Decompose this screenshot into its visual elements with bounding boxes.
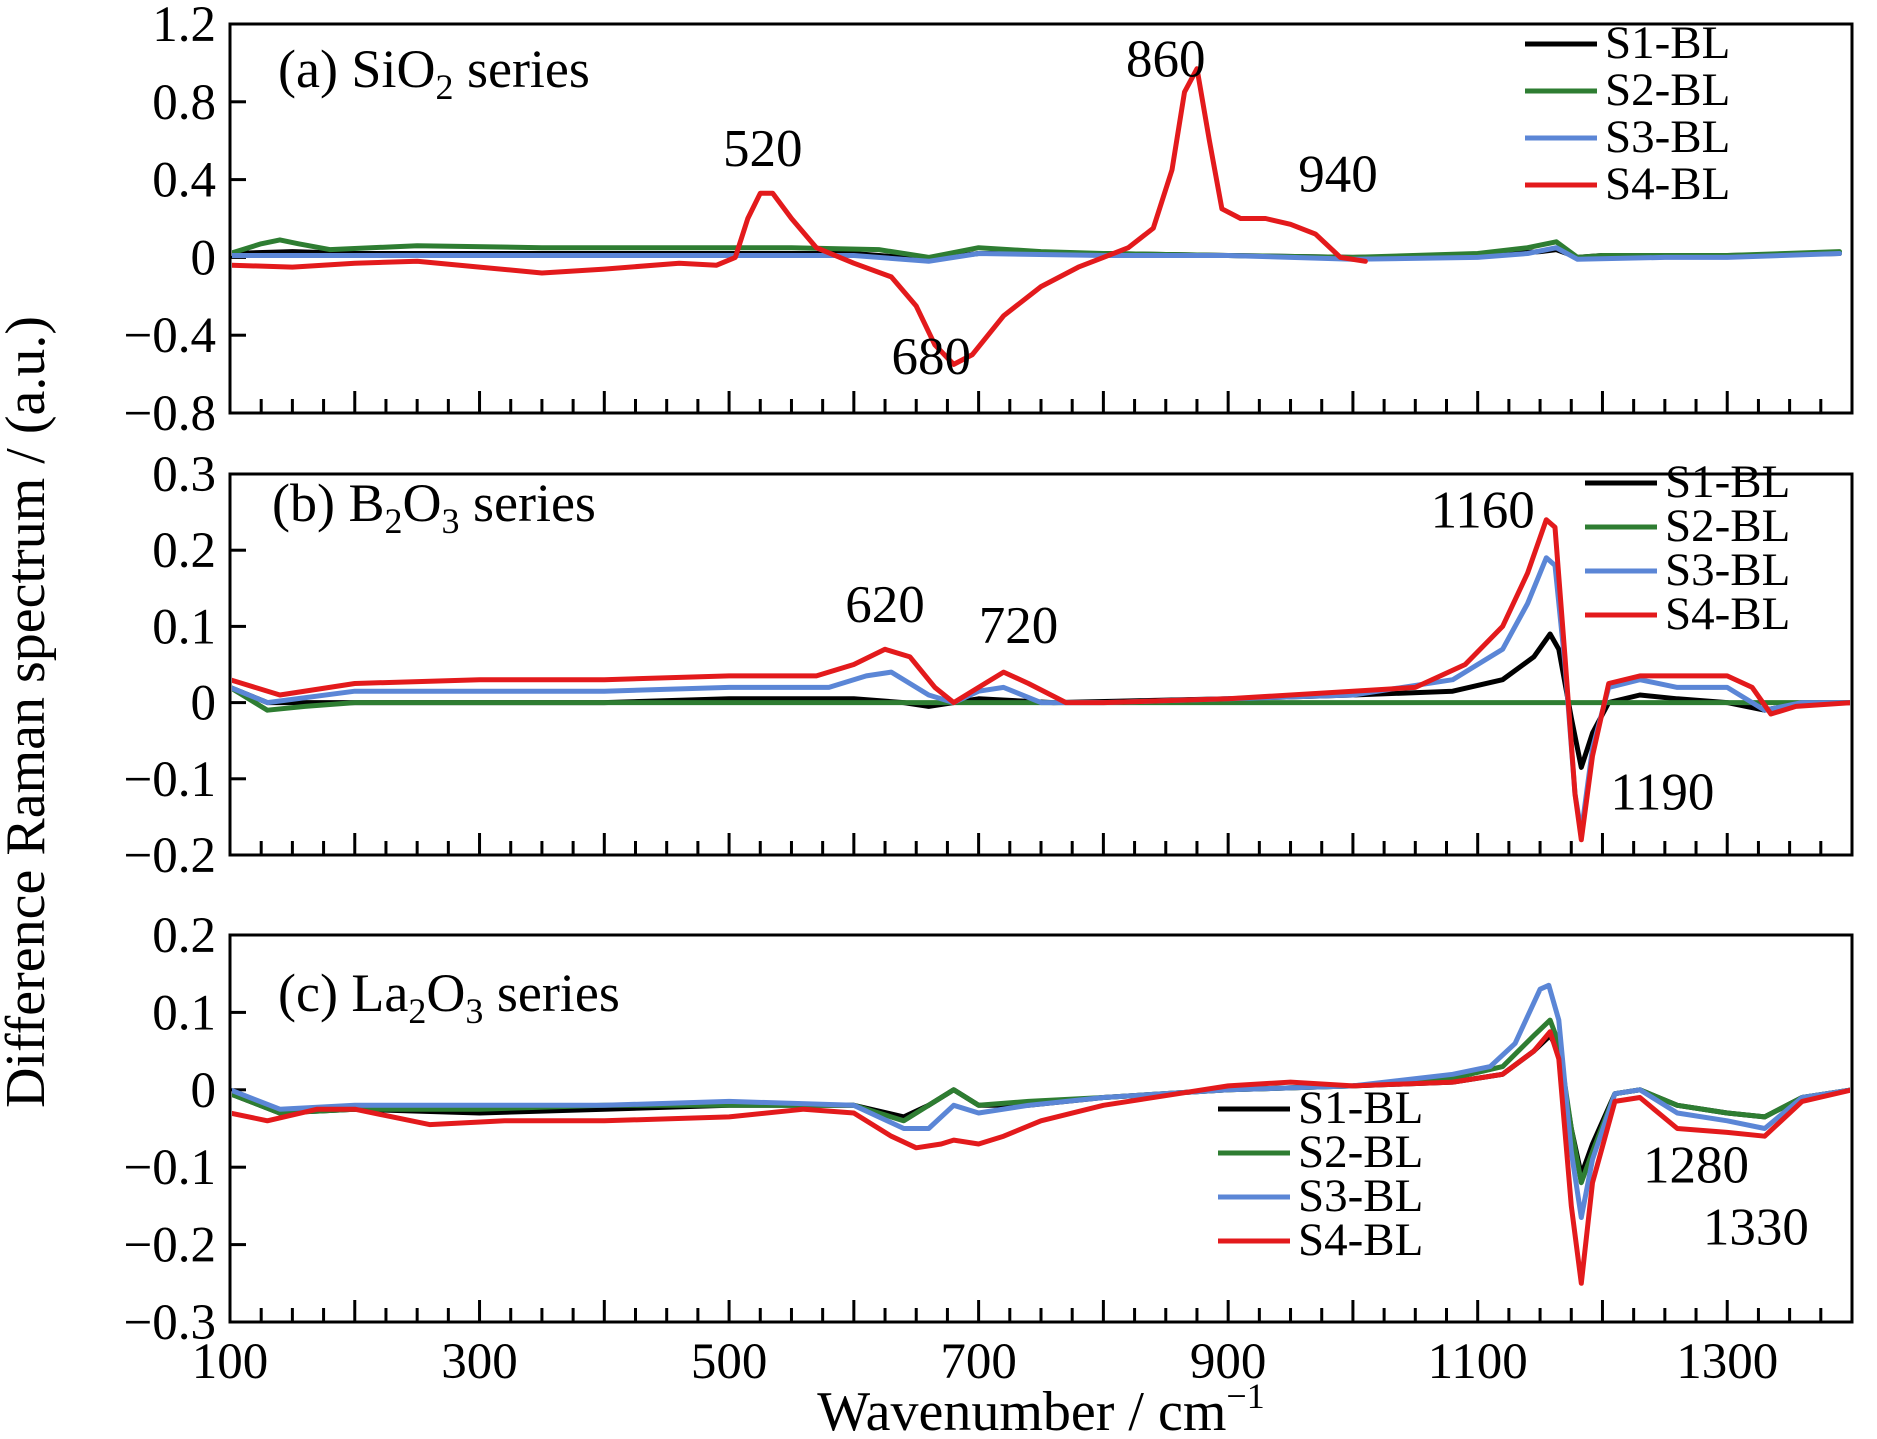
x-axis-title-superscript: −1 [1226,1376,1264,1416]
y-tick-label: −0.2 [123,828,216,884]
x-axis-title-text: Wavenumber / cm [817,1381,1226,1439]
series-line-s2-bl [232,237,1842,260]
panel-title-subscript: 3 [441,501,459,541]
panel-title-subscript: 2 [384,501,402,541]
legend-label: S4-BL [1665,588,1790,640]
x-axis-title: Wavenumber / cm−1 [817,1376,1264,1439]
panel-title: (a) SiO2 series [278,39,590,107]
panel-b: −0.2 −0.1 0 0.1 0.2 0.3 (b) B2O3 series S1-BLS2… [123,447,1854,884]
panel-title-subscript: 2 [408,991,426,1031]
series-line-s3-bl [232,555,1850,835]
panel-title-text: (b) B [272,473,384,533]
panel-title-subscript: 3 [465,991,483,1031]
panel-title-text: series [453,39,589,99]
peak-annotation: 1280 [1643,1137,1749,1195]
panel-a: −0.8 −0.4 0 0.4 0.8 1.2 (a) SiO2 series S1-BLS2… [123,0,1854,442]
peak-annotation: 520 [723,120,803,178]
x-tick-label: 700 [940,1334,1017,1390]
peak-annotation: 940 [1298,145,1378,203]
y-tick-label: −0.4 [123,308,216,364]
x-tick-label: 1100 [1428,1334,1528,1390]
x-tick-label: 300 [441,1334,518,1390]
y-tick-label: −0.2 [123,1218,216,1274]
peak-annotation: 1160 [1431,481,1535,539]
peak-annotation: 620 [845,576,925,634]
series-line-s3-bl [232,245,1842,264]
legend-label: S2-BL [1605,64,1730,116]
series-line-s2-bl [232,685,1850,713]
peak-annotation: 1190 [1610,763,1714,821]
panel-title-text: series [483,963,619,1023]
y-tick-label: 0.3 [152,447,216,503]
y-tick-label: −0.8 [123,386,216,442]
series-line-s2-bl [232,1017,1850,1186]
peak-annotation: 1330 [1703,1199,1809,1257]
y-tick-label: 0.1 [152,599,216,655]
y-tick-label: 0.2 [152,908,216,964]
y-tick-label: 1.2 [152,0,216,53]
x-tick-label: 500 [691,1334,768,1390]
y-tick-label: 0.4 [152,153,216,209]
y-tick-label: 0.1 [152,985,216,1041]
y-tick-label: 0.2 [152,523,216,579]
series-line-s3-bl [232,982,1850,1220]
x-tick-label: 1300 [1676,1334,1778,1390]
legend-label: S1-BL [1605,17,1730,69]
panel-title-text: series [459,473,595,533]
series-line-s4-bl [232,517,1850,843]
legend-label: S1-BL [1298,1082,1423,1134]
panels: −0.8−0.400.40.81.2(a) SiO2 series S1-BLS2… [123,0,1854,1439]
series-group [232,66,1842,367]
x-tick-label: 100 [192,1334,269,1390]
panel-c: −0.3 −0.2 −0.1 0 0.1 0.2 100 300 500 700 900 1100 13… [123,908,1854,1439]
legend-label: S4-BL [1605,158,1730,210]
x-tick-label: 900 [1190,1334,1267,1390]
panel-title-text: O [402,473,441,533]
series-group [232,982,1850,1286]
legend-label: S3-BL [1605,111,1730,163]
peak-annotation: 720 [979,597,1059,655]
y-axis-title: Difference Raman spectrum / (a.u.) [0,316,57,1108]
legend-label: S3-BL [1298,1170,1423,1222]
y-tick-label: −0.1 [123,752,216,808]
y-tick-label: −0.1 [123,1140,216,1196]
series-line-s4-bl [232,1029,1850,1286]
panel-title-text: O [426,963,465,1023]
peak-annotation: 860 [1126,31,1206,89]
legend-label: S2-BL [1298,1126,1423,1178]
y-tick-label: −0.3 [123,1295,216,1351]
y-tick-label: 0 [191,1063,217,1119]
panel-title: (c) La2O3 series [278,963,620,1031]
y-tick-label: 0 [191,676,217,732]
panel-title-subscript: 2 [435,67,453,107]
y-tick-label: 0 [191,230,217,286]
y-tick-label: 0.8 [152,75,216,131]
legend-label: S3-BL [1665,544,1790,596]
series-group [232,517,1850,843]
panel-title-text: (c) La [278,963,408,1023]
panel-title: (b) B2O3 series [272,473,596,541]
legend-label: S1-BL [1665,456,1790,508]
panel-title-text: (a) SiO [278,39,435,99]
legend-label: S2-BL [1665,500,1790,552]
series-line-s4-bl [232,66,1368,367]
peak-annotation: 680 [891,328,971,386]
legend-label: S4-BL [1298,1214,1423,1266]
